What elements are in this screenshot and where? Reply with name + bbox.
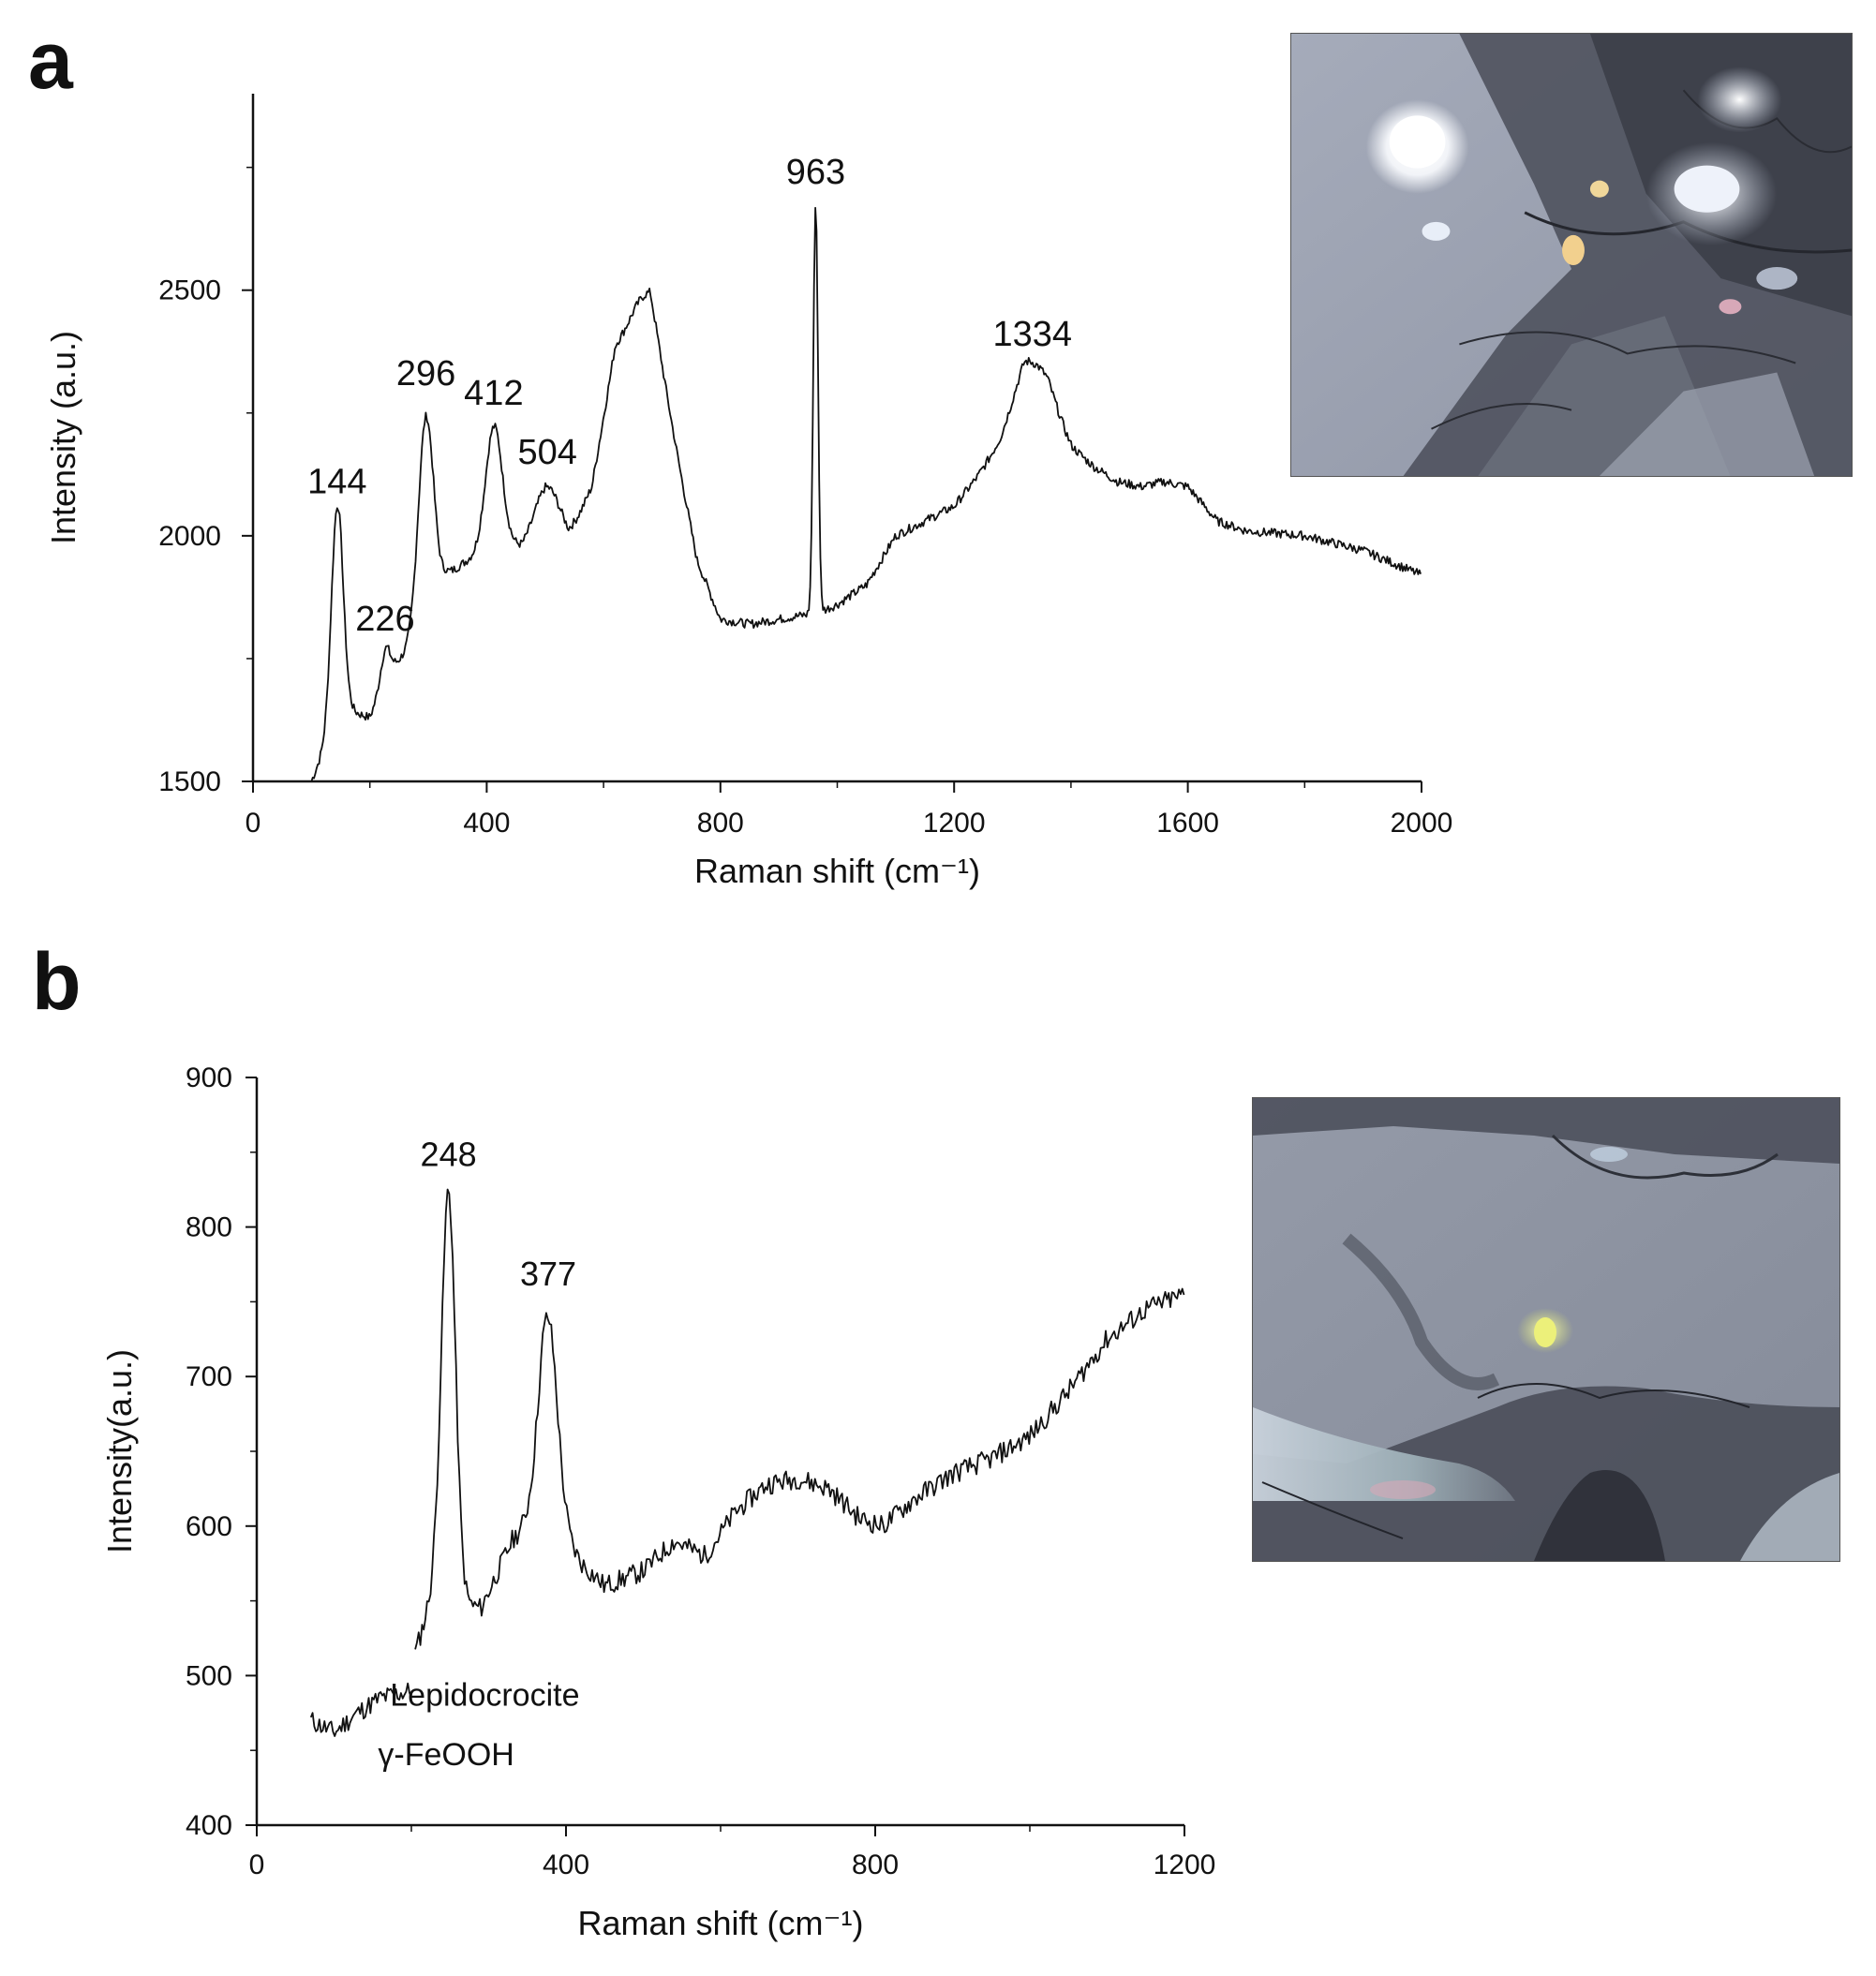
peak-label: 963 bbox=[786, 153, 845, 192]
peak-label: 248 bbox=[421, 1136, 477, 1174]
y-tick-label: 600 bbox=[186, 1511, 232, 1542]
y-axis-title: Intensity (a.u.) bbox=[44, 331, 82, 544]
x-tick-label: 400 bbox=[463, 808, 510, 839]
y-axis-title: Intensity(a.u.) bbox=[100, 1349, 139, 1553]
x-axis-title: Raman shift (cm⁻¹) bbox=[577, 1904, 863, 1942]
x-tick-label: 2000 bbox=[1391, 808, 1453, 839]
y-tick-label: 1500 bbox=[158, 766, 221, 797]
micrograph-b bbox=[1252, 1097, 1840, 1562]
x-tick-label: 0 bbox=[246, 808, 261, 839]
y-tick-label: 900 bbox=[186, 1062, 232, 1093]
micrograph-a bbox=[1290, 33, 1853, 477]
x-tick-label: 400 bbox=[543, 1850, 589, 1880]
peak-label: 504 bbox=[518, 433, 577, 472]
peak-label: 144 bbox=[307, 462, 366, 501]
peak-label: 412 bbox=[464, 374, 523, 413]
y-tick-label: 400 bbox=[186, 1810, 232, 1841]
x-tick-label: 1200 bbox=[923, 808, 986, 839]
x-tick-label: 800 bbox=[852, 1850, 899, 1880]
x-tick-label: 1600 bbox=[1156, 808, 1219, 839]
x-tick-label: 0 bbox=[249, 1850, 265, 1880]
y-tick-label: 700 bbox=[186, 1361, 232, 1392]
panel-label-b: b bbox=[32, 937, 82, 1027]
panel-label-a: a bbox=[28, 16, 73, 106]
peak-label: 296 bbox=[396, 354, 455, 394]
peak-label: 226 bbox=[355, 600, 414, 639]
y-tick-label: 800 bbox=[186, 1212, 232, 1243]
peak-label: 377 bbox=[520, 1255, 576, 1293]
y-tick-label: 500 bbox=[186, 1660, 232, 1691]
peak-label: 1334 bbox=[992, 315, 1072, 354]
y-tick-label: 2500 bbox=[158, 275, 221, 306]
x-tick-label: 800 bbox=[697, 808, 744, 839]
raman-spectrum-chart-b: 0 400 800 1200 400 500 600 700 800 900 Raman shift… bbox=[100, 1062, 1216, 1942]
x-axis-title: Raman shift (cm⁻¹) bbox=[694, 852, 980, 890]
mineral-name-label: Lepidocrocite bbox=[390, 1677, 579, 1713]
raman-spectrum-chart-a: 0 400 800 1200 1600 2000 1500 2000 2500 Raman shi… bbox=[44, 94, 1453, 890]
mineral-formula-label: γ-FeOOH bbox=[378, 1737, 514, 1773]
spectrum-series-line bbox=[310, 206, 1422, 782]
spectrum-series-line bbox=[414, 1188, 1185, 1650]
spectrum-series-line bbox=[309, 1682, 412, 1737]
x-tick-label: 1200 bbox=[1154, 1850, 1216, 1880]
y-tick-label: 2000 bbox=[158, 521, 221, 552]
